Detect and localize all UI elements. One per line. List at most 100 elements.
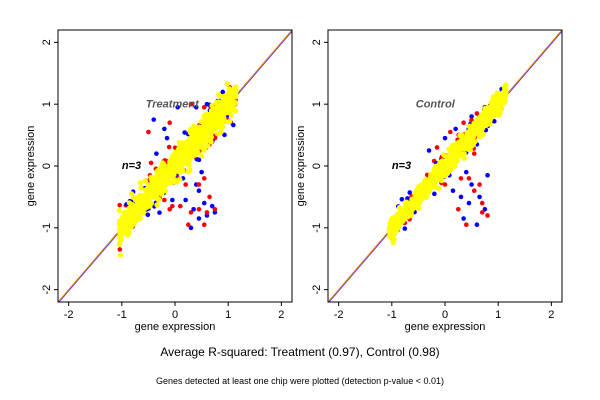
sample-size-label: n=3 — [122, 160, 141, 172]
data-point-cloud — [142, 178, 148, 184]
panel-title: Control — [416, 98, 456, 110]
data-point — [175, 104, 180, 110]
data-point-cloud — [138, 201, 144, 207]
data-point-cloud — [433, 184, 439, 190]
data-point-cloud — [208, 113, 214, 120]
data-point-cloud — [208, 108, 215, 114]
data-point-cloud — [148, 177, 154, 183]
y-tick-label: -2 — [311, 285, 323, 295]
data-point-cloud — [128, 191, 135, 197]
data-point-cloud — [433, 163, 439, 169]
data-point-cloud — [202, 145, 208, 151]
data-point — [222, 132, 227, 138]
data-point-cloud — [165, 164, 171, 170]
data-point-cloud — [154, 202, 160, 208]
data-point-cloud — [401, 216, 407, 222]
plot-area — [58, 30, 292, 302]
data-point-cloud — [448, 150, 454, 156]
data-point — [461, 120, 466, 126]
x-axis-label: gene expression — [405, 321, 486, 333]
data-point-cloud — [485, 112, 491, 118]
data-point — [399, 197, 405, 202]
data-point — [491, 118, 497, 124]
data-point-cloud — [492, 103, 499, 110]
data-point-cloud — [179, 154, 185, 160]
data-point-cloud — [209, 124, 216, 130]
x-tick-label: 0 — [172, 309, 178, 321]
x-tick-label: 0 — [442, 309, 448, 321]
data-point-cloud — [438, 170, 444, 176]
data-point — [188, 225, 194, 231]
data-point-cloud — [427, 185, 433, 192]
data-point-cloud — [394, 216, 400, 222]
data-point-cloud — [163, 174, 169, 180]
data-point-cloud — [418, 183, 425, 189]
data-point-cloud — [134, 195, 140, 201]
data-point-cloud — [479, 117, 485, 123]
data-point-cloud — [137, 215, 143, 221]
data-point-cloud — [411, 196, 417, 203]
data-point-cloud — [223, 98, 229, 104]
data-point — [477, 182, 482, 187]
data-point — [170, 203, 175, 209]
data-point-cloud — [479, 127, 485, 134]
data-point-cloud — [210, 119, 216, 125]
y-axis-label: gene expression — [25, 126, 37, 207]
data-point — [183, 182, 188, 187]
y-axis-label: gene expression — [295, 126, 307, 207]
data-point-cloud — [118, 233, 124, 239]
data-point-cloud — [404, 207, 411, 213]
data-point-cloud — [153, 181, 160, 188]
data-point-cloud — [433, 177, 439, 183]
data-point — [463, 222, 469, 228]
data-point — [448, 129, 453, 135]
y-tick-label: 2 — [311, 39, 323, 45]
x-tick-label: 2 — [548, 309, 554, 321]
data-point-cloud — [230, 87, 236, 93]
data-point-cloud — [183, 154, 189, 161]
data-point-cloud — [448, 159, 455, 165]
data-point-cloud — [155, 176, 161, 182]
figure-footnote: Genes detected at least one chip were pl… — [156, 376, 444, 386]
data-point-cloud — [137, 180, 144, 186]
data-point — [164, 135, 170, 141]
data-point — [154, 151, 159, 156]
data-point — [199, 169, 204, 175]
data-point-cloud — [421, 179, 427, 185]
data-point-cloud — [231, 106, 237, 112]
data-point-cloud — [122, 209, 129, 216]
data-point-cloud — [205, 127, 211, 133]
data-point — [402, 226, 408, 231]
x-tick-label: -2 — [64, 309, 74, 321]
data-point-cloud — [134, 204, 141, 211]
data-point-cloud — [225, 109, 231, 115]
data-point — [191, 206, 196, 212]
data-point — [182, 130, 187, 135]
data-point — [201, 176, 207, 181]
data-point-cloud — [457, 152, 464, 159]
data-point — [162, 126, 167, 132]
data-point — [207, 194, 212, 200]
data-point-cloud — [217, 93, 223, 99]
x-tick-label: -1 — [117, 309, 127, 321]
data-point — [407, 190, 413, 195]
y-tick-label: 0 — [41, 163, 53, 169]
data-point — [209, 203, 215, 209]
x-tick-label: 1 — [225, 309, 231, 321]
data-point-cloud — [128, 205, 134, 211]
data-point-cloud — [117, 252, 124, 258]
data-point — [485, 213, 490, 218]
data-point — [426, 148, 432, 153]
x-tick-label: 1 — [495, 309, 501, 321]
data-point-cloud — [228, 112, 234, 118]
data-point — [463, 169, 469, 175]
data-point-cloud — [151, 194, 158, 200]
data-point-cloud — [495, 112, 502, 118]
data-point-cloud — [469, 136, 475, 142]
data-point-cloud — [189, 151, 195, 157]
data-point — [474, 222, 480, 228]
chart-panel-2: -2 -1 0 1 2 -2 -1 0 1 2 gene expression gene expres… — [295, 29, 563, 333]
data-point-cloud — [437, 159, 443, 166]
x-tick-label: 2 — [278, 309, 284, 321]
data-point — [455, 206, 461, 212]
